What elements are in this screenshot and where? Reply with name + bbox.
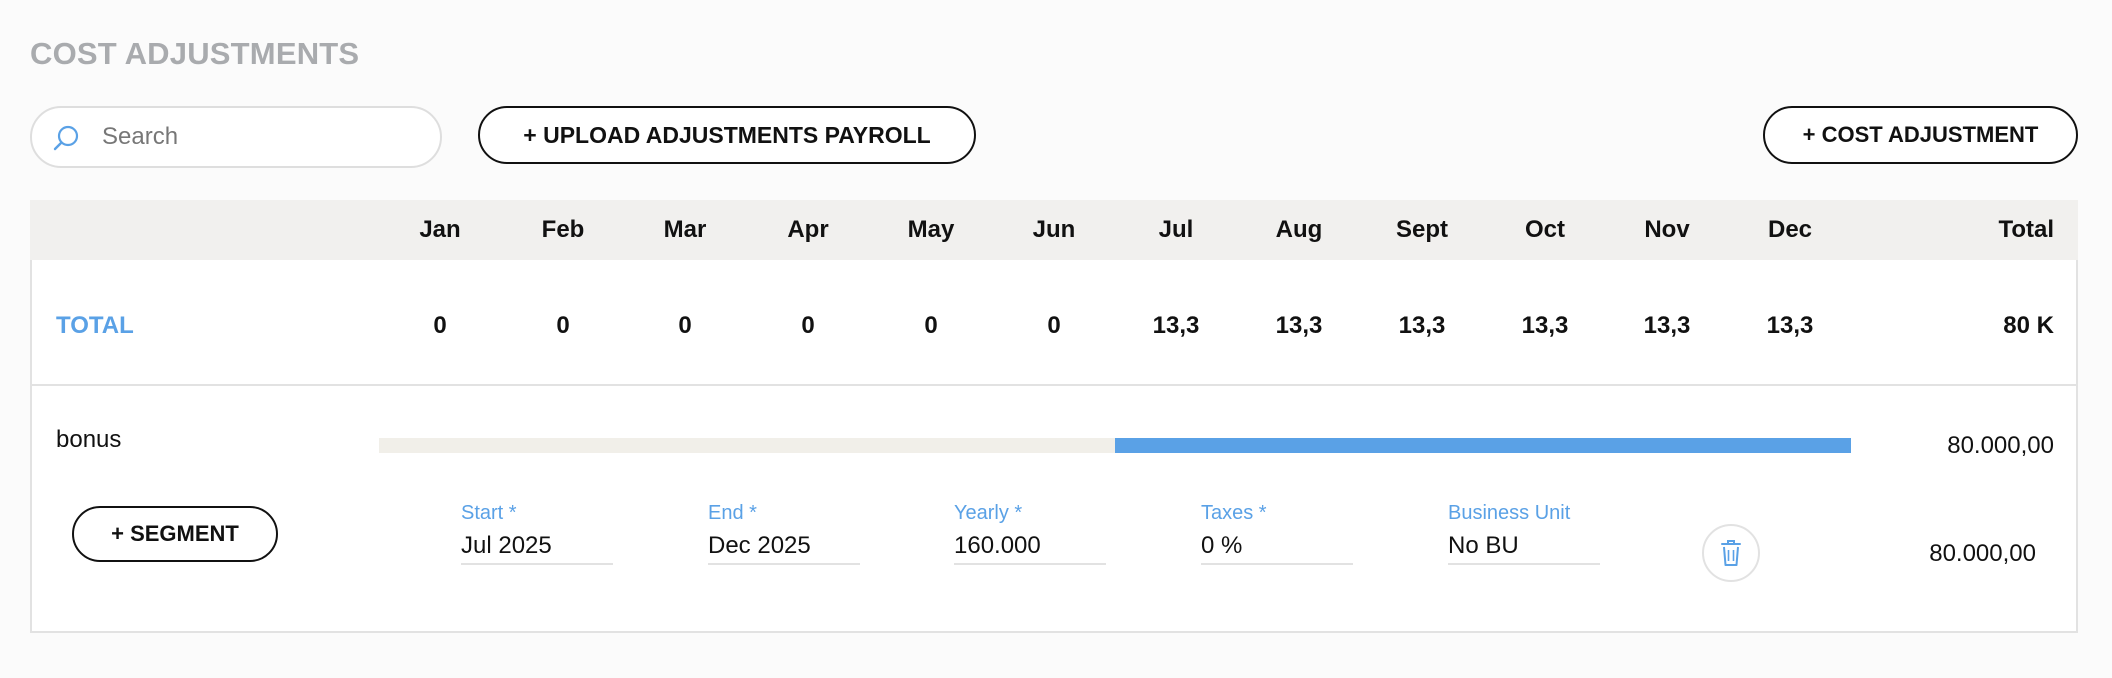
add-cost-adjustment-button[interactable]: + COST ADJUSTMENT xyxy=(1763,106,2078,164)
total-month-value: 0 xyxy=(556,312,570,339)
total-month-value: 13,3 xyxy=(1766,312,1814,339)
end-value[interactable]: Dec 2025 xyxy=(708,531,860,565)
total-month-value: 13,3 xyxy=(1643,312,1691,339)
month-header: Dec xyxy=(1767,216,1813,243)
table-header xyxy=(30,200,2078,260)
month-header: Oct xyxy=(1524,216,1565,243)
business-unit-field[interactable]: Business Unit No BU xyxy=(1448,502,1600,565)
total-month-value: 0 xyxy=(678,312,692,339)
total-row-label: TOTAL xyxy=(56,312,134,339)
trash-icon xyxy=(1721,540,1741,566)
month-header: Jul xyxy=(1158,216,1194,243)
business-unit-value[interactable]: No BU xyxy=(1448,531,1600,565)
yearly-field[interactable]: Yearly * 160.000 xyxy=(954,502,1106,565)
adjustment-total: 80.000,00 xyxy=(1947,432,2054,459)
total-month-value: 13,3 xyxy=(1398,312,1446,339)
upload-adjustments-payroll-button[interactable]: + UPLOAD ADJUSTMENTS PAYROLL xyxy=(478,106,976,164)
total-month-value: 0 xyxy=(433,312,447,339)
month-header: Aug xyxy=(1275,216,1323,243)
total-month-value: 0 xyxy=(1047,312,1061,339)
search-box[interactable] xyxy=(30,106,442,168)
add-segment-button[interactable]: + SEGMENT xyxy=(72,506,278,562)
month-header: Nov xyxy=(1644,216,1690,243)
search-icon xyxy=(53,125,79,151)
section-title: COST ADJUSTMENTS xyxy=(30,36,360,71)
yearly-label: Yearly * xyxy=(954,502,1023,524)
total-month-value: 13,3 xyxy=(1152,312,1200,339)
total-month-value: 0 xyxy=(801,312,815,339)
start-value[interactable]: Jul 2025 xyxy=(461,531,613,565)
month-header: Jan xyxy=(419,216,461,243)
total-month-value: 13,3 xyxy=(1521,312,1569,339)
month-header: Feb xyxy=(541,216,585,243)
row-divider xyxy=(30,384,2078,386)
delete-segment-button[interactable] xyxy=(1702,524,1760,582)
business-unit-label: Business Unit xyxy=(1448,502,1571,524)
end-field[interactable]: End * Dec 2025 xyxy=(708,502,860,565)
month-header: Jun xyxy=(1032,216,1076,243)
grand-total-value: 80 K xyxy=(2003,312,2054,339)
month-header: Sept xyxy=(1395,216,1448,243)
yearly-value[interactable]: 160.000 xyxy=(954,531,1106,565)
start-label: Start * xyxy=(461,502,517,524)
active-months-fill xyxy=(1115,438,1851,453)
month-header: May xyxy=(907,216,955,243)
adjustment-name: bonus xyxy=(56,426,122,453)
segment-total: 80.000,00 xyxy=(1929,540,2036,567)
total-month-value: 13,3 xyxy=(1275,312,1323,339)
total-header: Total xyxy=(1998,216,2054,243)
search-input[interactable] xyxy=(102,118,422,156)
month-range-bar xyxy=(379,438,1851,453)
taxes-field[interactable]: Taxes * 0 % xyxy=(1201,502,1353,565)
month-header: Apr xyxy=(787,216,829,243)
end-label: End * xyxy=(708,502,757,524)
month-header: Mar xyxy=(663,216,707,243)
taxes-label: Taxes * xyxy=(1201,502,1267,524)
start-field[interactable]: Start * Jul 2025 xyxy=(461,502,613,565)
total-month-value: 0 xyxy=(924,312,938,339)
taxes-value[interactable]: 0 % xyxy=(1201,531,1353,565)
